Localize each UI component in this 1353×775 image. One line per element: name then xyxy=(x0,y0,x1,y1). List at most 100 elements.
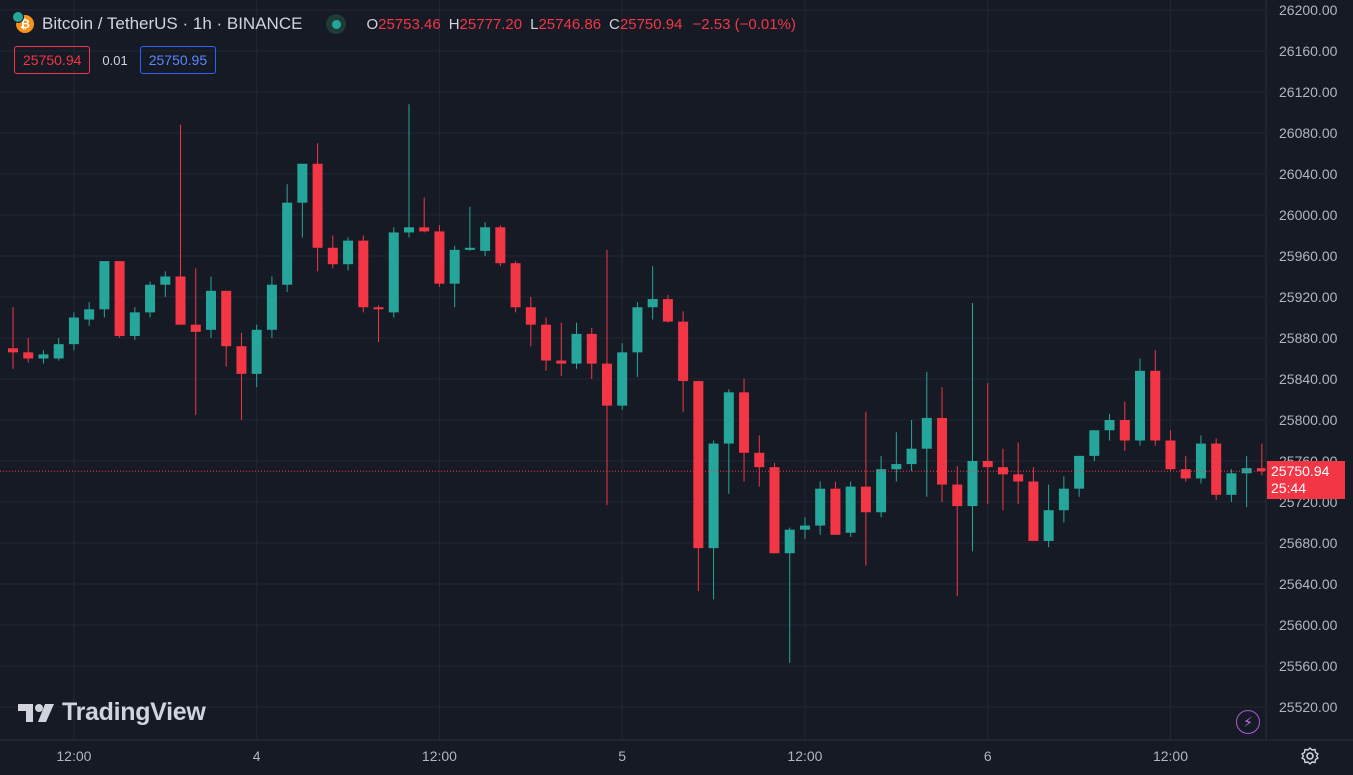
time-tick-label: 5 xyxy=(618,748,626,764)
candle xyxy=(84,302,95,326)
candle xyxy=(1180,455,1191,482)
price-tick-label: 25800.00 xyxy=(1279,412,1338,428)
candles-layer xyxy=(8,104,1267,663)
price-tick-label: 25920.00 xyxy=(1279,289,1338,305)
candle-body xyxy=(662,299,673,322)
candle xyxy=(723,389,734,494)
candle-body xyxy=(221,290,232,347)
candle-body xyxy=(541,324,552,361)
candle xyxy=(617,343,628,410)
time-axis-bg xyxy=(0,740,1353,775)
low-value: 25746.86 xyxy=(538,15,602,33)
market-open-dot-icon[interactable] xyxy=(326,14,347,34)
sell-button[interactable]: 25750.94 xyxy=(14,46,91,74)
candle xyxy=(464,206,475,251)
candle-body xyxy=(358,240,369,308)
high-value: 25777.20 xyxy=(459,15,523,33)
candle xyxy=(799,517,810,539)
candle xyxy=(419,197,430,233)
candle xyxy=(1089,430,1100,461)
symbol-title[interactable]: Bitcoin / TetherUS · 1h · BINANCE xyxy=(42,14,303,33)
candle xyxy=(693,381,704,592)
price-tick-label: 25520.00 xyxy=(1279,699,1338,715)
candle xyxy=(449,245,460,308)
price-axis-bg xyxy=(1266,0,1353,775)
candle-body xyxy=(1028,481,1039,541)
candle xyxy=(221,290,232,367)
candle-body xyxy=(419,227,430,232)
candle xyxy=(129,307,140,341)
candle xyxy=(1013,442,1024,505)
time-tick-label: 4 xyxy=(253,748,261,764)
buy-button[interactable]: 25750.95 xyxy=(139,46,217,74)
price-tick-label: 25600.00 xyxy=(1279,617,1338,633)
price-tick-label: 25960.00 xyxy=(1279,248,1338,264)
candle xyxy=(38,350,49,364)
candle-body xyxy=(510,263,521,308)
candle-body xyxy=(830,488,841,535)
candle-body xyxy=(693,381,704,549)
candle xyxy=(205,276,216,338)
price-axis[interactable]: 26200.00 26160.00 26120.00 26080.00 26040.00… xyxy=(1279,2,1338,715)
lightning-icon[interactable]: ⚡ xyxy=(1236,710,1260,734)
time-tick-label: 6 xyxy=(984,748,992,764)
close-label: C xyxy=(609,15,620,33)
candle-body xyxy=(525,307,536,325)
candle-body xyxy=(434,231,445,284)
candle-body xyxy=(251,329,262,374)
candle-body xyxy=(784,529,795,554)
candle xyxy=(921,371,932,497)
candle-body xyxy=(799,525,810,530)
candle xyxy=(876,455,887,518)
candle-body xyxy=(480,227,491,251)
tradingview-logo-icon xyxy=(18,703,54,722)
candle xyxy=(1165,430,1176,472)
candle-body xyxy=(205,290,216,330)
candle-body xyxy=(327,247,338,265)
time-tick-label: 12:00 xyxy=(56,748,91,764)
candle-body xyxy=(266,284,277,330)
candle xyxy=(8,307,18,369)
ohlc-values: O25753.46 H25777.20 L25746.86 C25750.94 … xyxy=(366,16,795,33)
candle xyxy=(53,338,64,361)
candle-body xyxy=(769,467,780,554)
candle-body xyxy=(601,363,612,406)
price-tick-label: 26120.00 xyxy=(1279,84,1338,100)
candle-body xyxy=(632,307,643,353)
bar-countdown: 25:44 xyxy=(1271,480,1307,496)
candle xyxy=(145,281,156,318)
candle xyxy=(1135,358,1146,446)
candle-body xyxy=(297,163,308,203)
price-tick-label: 26200.00 xyxy=(1279,2,1338,18)
candle xyxy=(99,261,110,318)
candle xyxy=(541,317,552,371)
time-axis[interactable]: 12:00 4 12:00 5 12:00 6 12:00 xyxy=(56,748,1188,764)
candle xyxy=(662,294,673,323)
tradingview-logo[interactable]: TradingView xyxy=(18,698,206,727)
candle xyxy=(860,411,871,566)
candle xyxy=(327,235,338,269)
price-tick-label: 25840.00 xyxy=(1279,371,1338,387)
candle xyxy=(982,383,993,505)
candle xyxy=(403,104,414,238)
candle xyxy=(1104,413,1115,441)
candle xyxy=(480,222,491,256)
gear-icon[interactable] xyxy=(1299,745,1321,767)
trade-buttons: 25750.94 0.01 25750.95 xyxy=(14,46,217,74)
candle-body xyxy=(1104,420,1115,431)
price-tick-label: 26040.00 xyxy=(1279,166,1338,182)
candle-body xyxy=(175,276,186,325)
candle-body xyxy=(1165,440,1176,470)
candle xyxy=(343,237,354,271)
candle xyxy=(845,481,856,537)
candle-body xyxy=(129,312,140,336)
price-tick-label: 25640.00 xyxy=(1279,576,1338,592)
candle xyxy=(754,435,765,487)
candle-body xyxy=(739,392,750,453)
candle-body xyxy=(906,448,917,465)
candle-body xyxy=(860,486,871,513)
candle xyxy=(114,261,125,338)
change-value: −2.53 (−0.01%) xyxy=(692,15,796,33)
candle xyxy=(891,432,902,482)
